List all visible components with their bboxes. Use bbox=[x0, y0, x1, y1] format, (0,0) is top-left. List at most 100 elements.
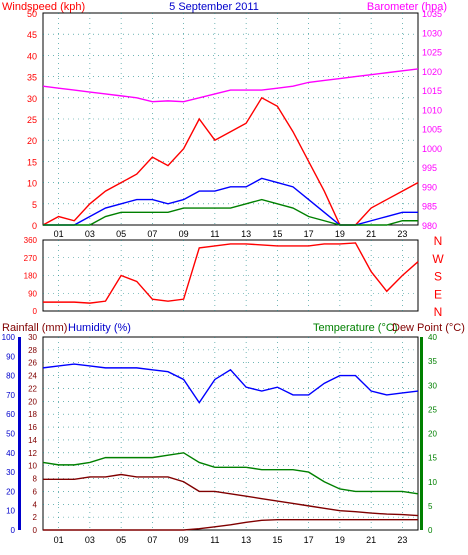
panel-3-series bbox=[42, 363, 419, 531]
rainfall-tick-label: 16 bbox=[28, 423, 37, 432]
series-line-2 bbox=[43, 473, 419, 517]
wind-direction-line bbox=[43, 242, 419, 304]
humidity-tick-label: 10 bbox=[6, 507, 15, 516]
humidity-axis-title: Humidity (%) bbox=[68, 322, 131, 334]
rainfall-tick-label: 14 bbox=[28, 436, 37, 445]
x-tick-label: 07 bbox=[147, 229, 157, 239]
barometer-tick-label: 980 bbox=[422, 221, 437, 231]
compass-label: E bbox=[434, 287, 442, 301]
rainfall-axis-title: Rainfall (mm) bbox=[2, 322, 67, 334]
series-line-1 bbox=[42, 68, 419, 103]
compass-label: N bbox=[434, 234, 443, 248]
x-tick-label: 03 bbox=[85, 535, 95, 545]
temperature-tick-label: 15 bbox=[428, 454, 437, 463]
rainfall-tick-label: 6 bbox=[33, 487, 38, 496]
windspeed-tick-label: 50 bbox=[27, 9, 37, 19]
humidity-tick-label: 90 bbox=[6, 352, 15, 361]
windspeed-tick-label: 25 bbox=[27, 115, 37, 125]
humidity-axis-bar bbox=[18, 337, 21, 530]
barometer-tick-label: 1010 bbox=[422, 105, 442, 115]
panel-1: 0510152025303540455098098599099510001005… bbox=[27, 9, 442, 239]
barometer-tick-label: 1020 bbox=[422, 67, 442, 77]
x-tick-label: 09 bbox=[179, 535, 189, 545]
compass-label: N bbox=[434, 305, 443, 319]
temperature-tick-label: 40 bbox=[428, 333, 437, 342]
barometer-tick-label: 995 bbox=[422, 163, 437, 173]
direction-tick-label: 360 bbox=[24, 236, 38, 245]
series-line-0 bbox=[42, 363, 419, 404]
barometer-tick-label: 1015 bbox=[422, 86, 442, 96]
humidity-tick-label: 0 bbox=[11, 526, 16, 535]
x-tick-label: 19 bbox=[335, 535, 345, 545]
chart-title: 5 September 2011 bbox=[169, 1, 259, 13]
x-tick-label: 15 bbox=[272, 535, 282, 545]
windspeed-tick-label: 15 bbox=[27, 157, 37, 167]
temperature-tick-label: 20 bbox=[428, 430, 437, 439]
rainfall-tick-label: 2 bbox=[33, 513, 38, 522]
temperature-tick-label: 10 bbox=[428, 478, 437, 487]
rainfall-tick-label: 0 bbox=[33, 526, 38, 535]
temperature-tick-label: 0 bbox=[428, 526, 433, 535]
humidity-tick-label: 100 bbox=[2, 333, 16, 342]
rainfall-tick-label: 12 bbox=[28, 449, 37, 458]
compass-label: W bbox=[432, 252, 444, 266]
barometer-tick-label: 1030 bbox=[422, 28, 442, 38]
x-tick-label: 03 bbox=[85, 229, 95, 239]
rainfall-tick-label: 24 bbox=[28, 372, 37, 381]
barometer-tick-label: 1000 bbox=[422, 144, 442, 154]
windspeed-tick-label: 10 bbox=[27, 179, 37, 189]
panel-3: 0102030405060708090100024681012141618202… bbox=[2, 333, 438, 545]
series-line-1 bbox=[42, 452, 419, 495]
humidity-tick-label: 60 bbox=[6, 410, 15, 419]
x-tick-label: 19 bbox=[335, 229, 345, 239]
x-tick-label: 13 bbox=[241, 535, 251, 545]
rainfall-tick-label: 28 bbox=[28, 346, 37, 355]
humidity-tick-label: 50 bbox=[6, 430, 15, 439]
x-tick-label: 07 bbox=[147, 535, 157, 545]
x-tick-label: 11 bbox=[210, 535, 219, 545]
windspeed-tick-label: 20 bbox=[27, 136, 37, 146]
x-tick-label: 15 bbox=[272, 229, 282, 239]
x-tick-label: 05 bbox=[116, 229, 126, 239]
direction-tick-label: 0 bbox=[33, 307, 38, 316]
x-tick-label: 01 bbox=[54, 229, 64, 239]
temperature-tick-label: 25 bbox=[428, 405, 437, 414]
barometer-tick-label: 1035 bbox=[422, 9, 442, 19]
humidity-tick-label: 80 bbox=[6, 372, 15, 381]
direction-tick-label: 90 bbox=[28, 289, 37, 298]
x-tick-label: 09 bbox=[179, 229, 189, 239]
temperature-tick-label: 35 bbox=[428, 357, 437, 366]
x-tick-label: 21 bbox=[366, 229, 376, 239]
rainfall-tick-label: 8 bbox=[33, 475, 38, 484]
windspeed-tick-label: 5 bbox=[32, 200, 37, 210]
panel-1-ticks: 0510152025303540455098098599099510001005… bbox=[27, 9, 442, 239]
direction-tick-label: 180 bbox=[24, 272, 38, 281]
x-tick-label: 17 bbox=[304, 229, 314, 239]
rainfall-tick-label: 18 bbox=[28, 410, 37, 419]
rainfall-tick-label: 20 bbox=[28, 397, 37, 406]
windspeed-tick-label: 35 bbox=[27, 73, 37, 83]
rainfall-tick-label: 10 bbox=[28, 462, 37, 471]
x-tick-label: 17 bbox=[304, 535, 314, 545]
windspeed-tick-label: 45 bbox=[27, 30, 37, 40]
temperature-tick-label: 5 bbox=[428, 502, 433, 511]
x-tick-label: 11 bbox=[210, 229, 219, 239]
panel-1-grid bbox=[43, 13, 418, 225]
temperature-axis-bar bbox=[420, 337, 423, 530]
humidity-tick-label: 20 bbox=[6, 487, 15, 496]
rainfall-tick-label: 30 bbox=[28, 333, 37, 342]
x-tick-label: 05 bbox=[116, 535, 126, 545]
panel-3-ticks: 0102030405060708090100024681012141618202… bbox=[2, 333, 438, 545]
temperature-axis-title: Temperature (°C) bbox=[313, 322, 397, 334]
panel-2-series bbox=[43, 242, 419, 304]
barometer-tick-label: 990 bbox=[422, 182, 437, 192]
series-line-3 bbox=[43, 519, 418, 531]
x-tick-label: 01 bbox=[54, 535, 64, 545]
windspeed-tick-label: 0 bbox=[32, 221, 37, 231]
windspeed-tick-label: 30 bbox=[27, 94, 37, 104]
windspeed-tick-label: 40 bbox=[27, 51, 37, 61]
panel-1-series bbox=[42, 68, 419, 226]
